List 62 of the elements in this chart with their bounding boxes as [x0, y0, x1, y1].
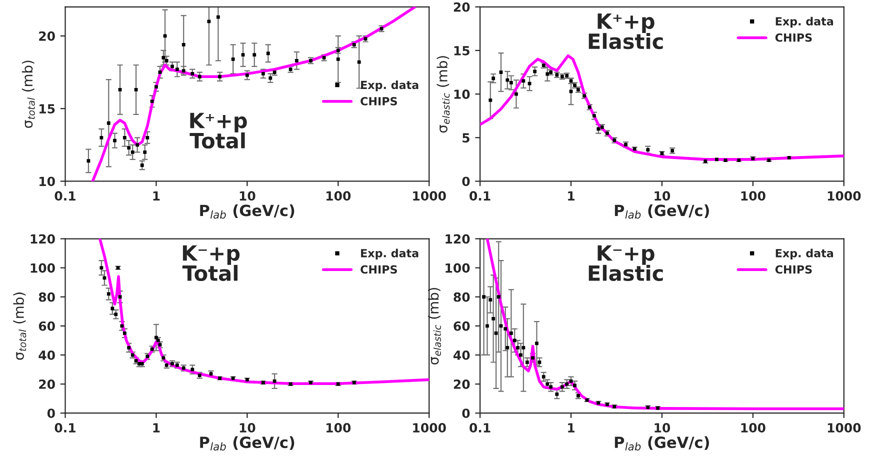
y-tick-label: 40 [453, 350, 470, 360]
y-tick-label: 10 [40, 176, 55, 186]
legend-label: Exp. data [776, 16, 834, 28]
y-tick-label: 20 [454, 380, 470, 389]
y-tick-label: 20 [39, 31, 55, 41]
y-tick-label: 0 [47, 408, 55, 418]
y-tick-label: 5 [462, 133, 470, 143]
x-tick-label: 1000 [413, 423, 446, 432]
y-tick-label: 100 [446, 263, 470, 273]
y-axis-title: σ$_{elastic}$ (mb) [436, 56, 450, 133]
legend-label: CHIPS [360, 265, 397, 274]
y-tick-label: 60 [454, 321, 470, 331]
y-tick-label: 40 [38, 350, 55, 360]
legend-label: CHIPS [775, 265, 812, 274]
legend-label: Exp. data [361, 248, 418, 260]
x-tick-label: 0.1 [54, 423, 76, 432]
annotation: K⁺+p Elastic [588, 14, 663, 50]
legend-label: CHIPS [360, 97, 397, 106]
x-tick-label: 0.1 [470, 423, 490, 432]
annotation: K⁻+p Elastic [588, 245, 663, 282]
x-tick-label: 10 [240, 423, 256, 432]
x-tick-label: 100 [741, 191, 766, 201]
x-tick-label: 100 [326, 423, 351, 432]
y-tick-label: 0 [462, 408, 470, 418]
y-tick-label: 15 [454, 46, 470, 56]
y-tick-label: 100 [30, 263, 55, 273]
x-tick-label: 10 [654, 191, 670, 201]
x-tick-label: 100 [741, 423, 766, 432]
x-tick-label: 1000 [413, 191, 446, 201]
legend-label: Exp. data [776, 248, 834, 260]
y-axis-title: σ$_{total}$ (mb) [13, 292, 26, 360]
x-tick-label: 0.1 [54, 191, 76, 201]
annotation: K⁻+p Total [182, 245, 240, 282]
y-axis-title: σ$_{elastic}$ (mb) [428, 288, 441, 364]
x-tick-label: 100 [326, 191, 351, 201]
x-tick-label: 1 [153, 191, 160, 200]
x-axis-title: P$_{lab}$ (GeV/c) [200, 436, 294, 451]
y-axis-title: σ$_{total}$ (mb) [22, 60, 35, 128]
y-tick-label: 20 [39, 380, 55, 389]
x-axis-title: P$_{lab}$ (GeV/c) [614, 436, 709, 451]
y-tick-label: 80 [454, 292, 470, 302]
x-tick-label: 1 [153, 423, 160, 432]
x-tick-label: 10 [654, 423, 670, 432]
y-tick-label: 10 [454, 90, 470, 99]
x-tick-label: 1 [568, 423, 574, 432]
x-tick-label: 0.1 [470, 191, 490, 201]
x-axis-title: P$_{lab}$ (GeV/c) [614, 204, 709, 219]
x-tick-label: 10 [240, 191, 256, 201]
x-tick-label: 1000 [828, 191, 861, 201]
x-tick-label: 1000 [828, 423, 861, 432]
legend-label: Exp. data [361, 80, 418, 92]
y-tick-label: 120 [446, 234, 470, 244]
x-tick-label: 1 [568, 191, 574, 200]
y-tick-label: 0 [462, 176, 470, 186]
y-tick-label: 80 [38, 292, 55, 302]
y-tick-label: 20 [454, 2, 470, 12]
y-tick-label: 15 [40, 104, 55, 114]
x-axis-title: P$_{lab}$ (GeV/c) [200, 204, 294, 219]
y-tick-label: 120 [30, 234, 55, 244]
legend-label: CHIPS [775, 33, 812, 42]
y-tick-label: 60 [38, 321, 55, 331]
annotation: K⁺+p Total [190, 112, 247, 149]
